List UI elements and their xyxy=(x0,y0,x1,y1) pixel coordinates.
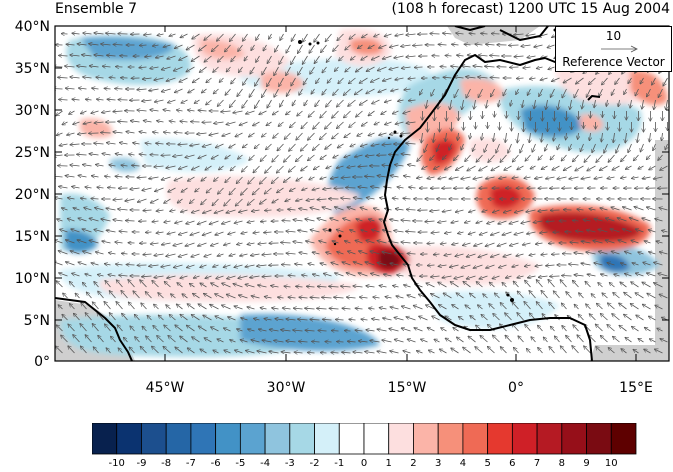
colorbar-swatch xyxy=(562,423,587,454)
wind-vector xyxy=(320,353,326,354)
wind-vector xyxy=(115,89,123,90)
colorbar-swatch xyxy=(364,423,389,454)
wind-vector xyxy=(281,265,290,266)
lon-label: 0° xyxy=(508,380,524,396)
colorbar-swatch xyxy=(512,423,537,454)
colorbar-swatch xyxy=(117,423,142,454)
colorbar-swatch xyxy=(92,423,117,454)
wind-vector xyxy=(145,232,151,233)
colorbar-tick-label: -1 xyxy=(334,458,344,469)
colorbar-swatch xyxy=(191,423,216,454)
colorbar-swatch xyxy=(438,423,463,454)
colorbar-swatch xyxy=(611,423,636,454)
colorbar-tick-label: 6 xyxy=(509,458,515,469)
lat-label: 0° xyxy=(34,354,50,370)
colorbar-tick-label: 10 xyxy=(605,458,618,469)
colorbar-tick-label: -2 xyxy=(310,458,320,469)
colorbar-swatch xyxy=(216,423,241,454)
colorbar-tick-label: -7 xyxy=(186,458,196,469)
wind-vector xyxy=(331,331,338,332)
colorbar-swatch xyxy=(315,423,340,454)
colorbar-swatch xyxy=(339,423,364,454)
colorbar-swatch xyxy=(389,423,414,454)
wind-vector xyxy=(440,67,447,68)
lon-label: 15°E xyxy=(619,380,653,396)
wind-vector xyxy=(550,276,560,277)
colorbar-tick-label: 5 xyxy=(484,458,490,469)
wind-vector xyxy=(344,331,350,332)
wind-vector xyxy=(491,34,499,35)
reference-vector-legend: 10 Reference Vector xyxy=(555,26,672,72)
missing-data-patch xyxy=(655,140,669,361)
wind-vector xyxy=(325,342,332,343)
lat-label: 10°N xyxy=(15,271,50,287)
colorbar-tick-label: 4 xyxy=(460,458,466,469)
wind-vector xyxy=(337,342,344,343)
wind-vector xyxy=(430,34,440,35)
wind-vector xyxy=(282,221,291,222)
longitude-labels: 45°W 30°W 15°W 0° 15°E xyxy=(146,380,653,396)
missing-data-patch xyxy=(590,345,669,361)
colorbar xyxy=(92,423,637,455)
colorbar-tick-label: -3 xyxy=(285,458,295,469)
colorbar-tick-label: -9 xyxy=(136,458,146,469)
colorbar-tick-label: 2 xyxy=(410,458,416,469)
colorbar-tick-label: -4 xyxy=(260,458,270,469)
colorbar-swatch xyxy=(413,423,438,454)
latitude-labels: 40°N 35°N 30°N 25°N 20°N 15°N 10°N 5°N 0… xyxy=(15,19,50,370)
wind-vector xyxy=(125,221,134,222)
colorbar-tick-label: 3 xyxy=(435,458,441,469)
lat-label: 40°N xyxy=(15,19,50,35)
colorbar-swatch xyxy=(240,423,265,454)
colorbar-tick-label: 7 xyxy=(534,458,540,469)
colorbar-swatch xyxy=(488,423,513,454)
lat-label: 20°N xyxy=(15,187,50,203)
colorbar-swatch xyxy=(537,423,562,454)
colorbar-tick-label: -10 xyxy=(109,458,125,469)
colorbar-tick-label: -8 xyxy=(161,458,171,469)
wind-vector xyxy=(126,265,134,266)
wind-vector xyxy=(509,45,519,46)
lat-label: 25°N xyxy=(15,145,50,161)
lat-label: 15°N xyxy=(15,229,50,245)
colorbar-swatch xyxy=(463,423,488,454)
wind-vector xyxy=(548,243,554,244)
wind-vector xyxy=(346,188,356,189)
colorbar-swatch xyxy=(265,423,290,454)
colorbar-tick-label: 1 xyxy=(386,458,392,469)
reference-vector-magnitude: 10 xyxy=(556,29,671,43)
reference-vector-label: Reference Vector xyxy=(556,55,671,69)
colorbar-tick-label: 0 xyxy=(361,458,367,469)
lon-label: 45°W xyxy=(146,380,185,396)
colorbar-swatch xyxy=(587,423,612,454)
colorbar-swatch xyxy=(166,423,191,454)
colorbar-tick-label: -5 xyxy=(235,458,245,469)
reference-arrow-icon xyxy=(600,44,640,54)
lon-label: 30°W xyxy=(267,380,306,396)
colorbar-swatch xyxy=(141,423,166,454)
wind-vector xyxy=(414,67,422,68)
lat-label: 35°N xyxy=(15,61,50,77)
lon-label: 15°W xyxy=(388,380,427,396)
colorbar-tick-label: 8 xyxy=(559,458,565,469)
colorbar-tick-label: 9 xyxy=(583,458,589,469)
wind-vector xyxy=(53,89,63,90)
wind-vector xyxy=(107,188,115,189)
colorbar-swatch xyxy=(290,423,315,454)
lat-label: 5°N xyxy=(24,313,50,329)
wind-vector xyxy=(562,276,572,277)
colorbar-tick-label: -6 xyxy=(211,458,221,469)
lat-label: 30°N xyxy=(15,103,50,119)
wind-vector xyxy=(101,133,111,134)
